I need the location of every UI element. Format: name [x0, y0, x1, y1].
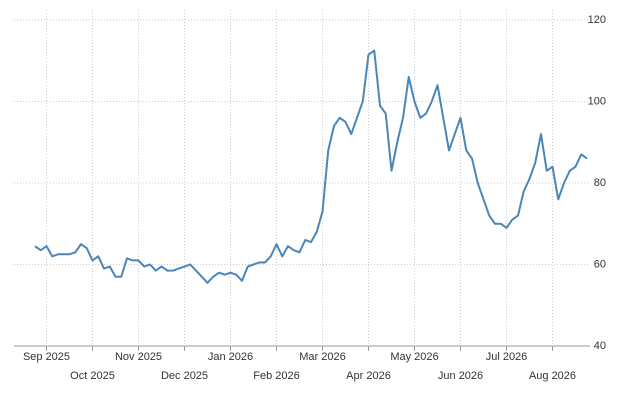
x-tick-label: Jan 2026	[208, 351, 253, 363]
y-tick-label: 80	[594, 177, 606, 189]
x-tick-label: Apr 2026	[346, 370, 391, 382]
x-tick-label: Mar 2026	[299, 351, 345, 363]
x-tick-label: Feb 2026	[253, 370, 299, 382]
y-tick-label: 100	[588, 95, 606, 107]
y-tick-label: 40	[594, 340, 606, 352]
x-tick-label: Dec 2025	[161, 370, 208, 382]
y-tick-label: 120	[588, 14, 606, 26]
x-tick-label: Aug 2026	[529, 370, 576, 382]
x-tick-label: Nov 2025	[115, 351, 162, 363]
price-line	[34, 49, 588, 284]
x-tick-label: Sep 2025	[23, 351, 70, 363]
y-tick-label: 60	[594, 258, 606, 270]
x-tick-label: May 2026	[390, 351, 438, 363]
x-tick-label: Jun 2026	[438, 370, 483, 382]
x-tick-label: Jul 2026	[486, 351, 528, 363]
x-tick-label: Oct 2025	[70, 370, 115, 382]
